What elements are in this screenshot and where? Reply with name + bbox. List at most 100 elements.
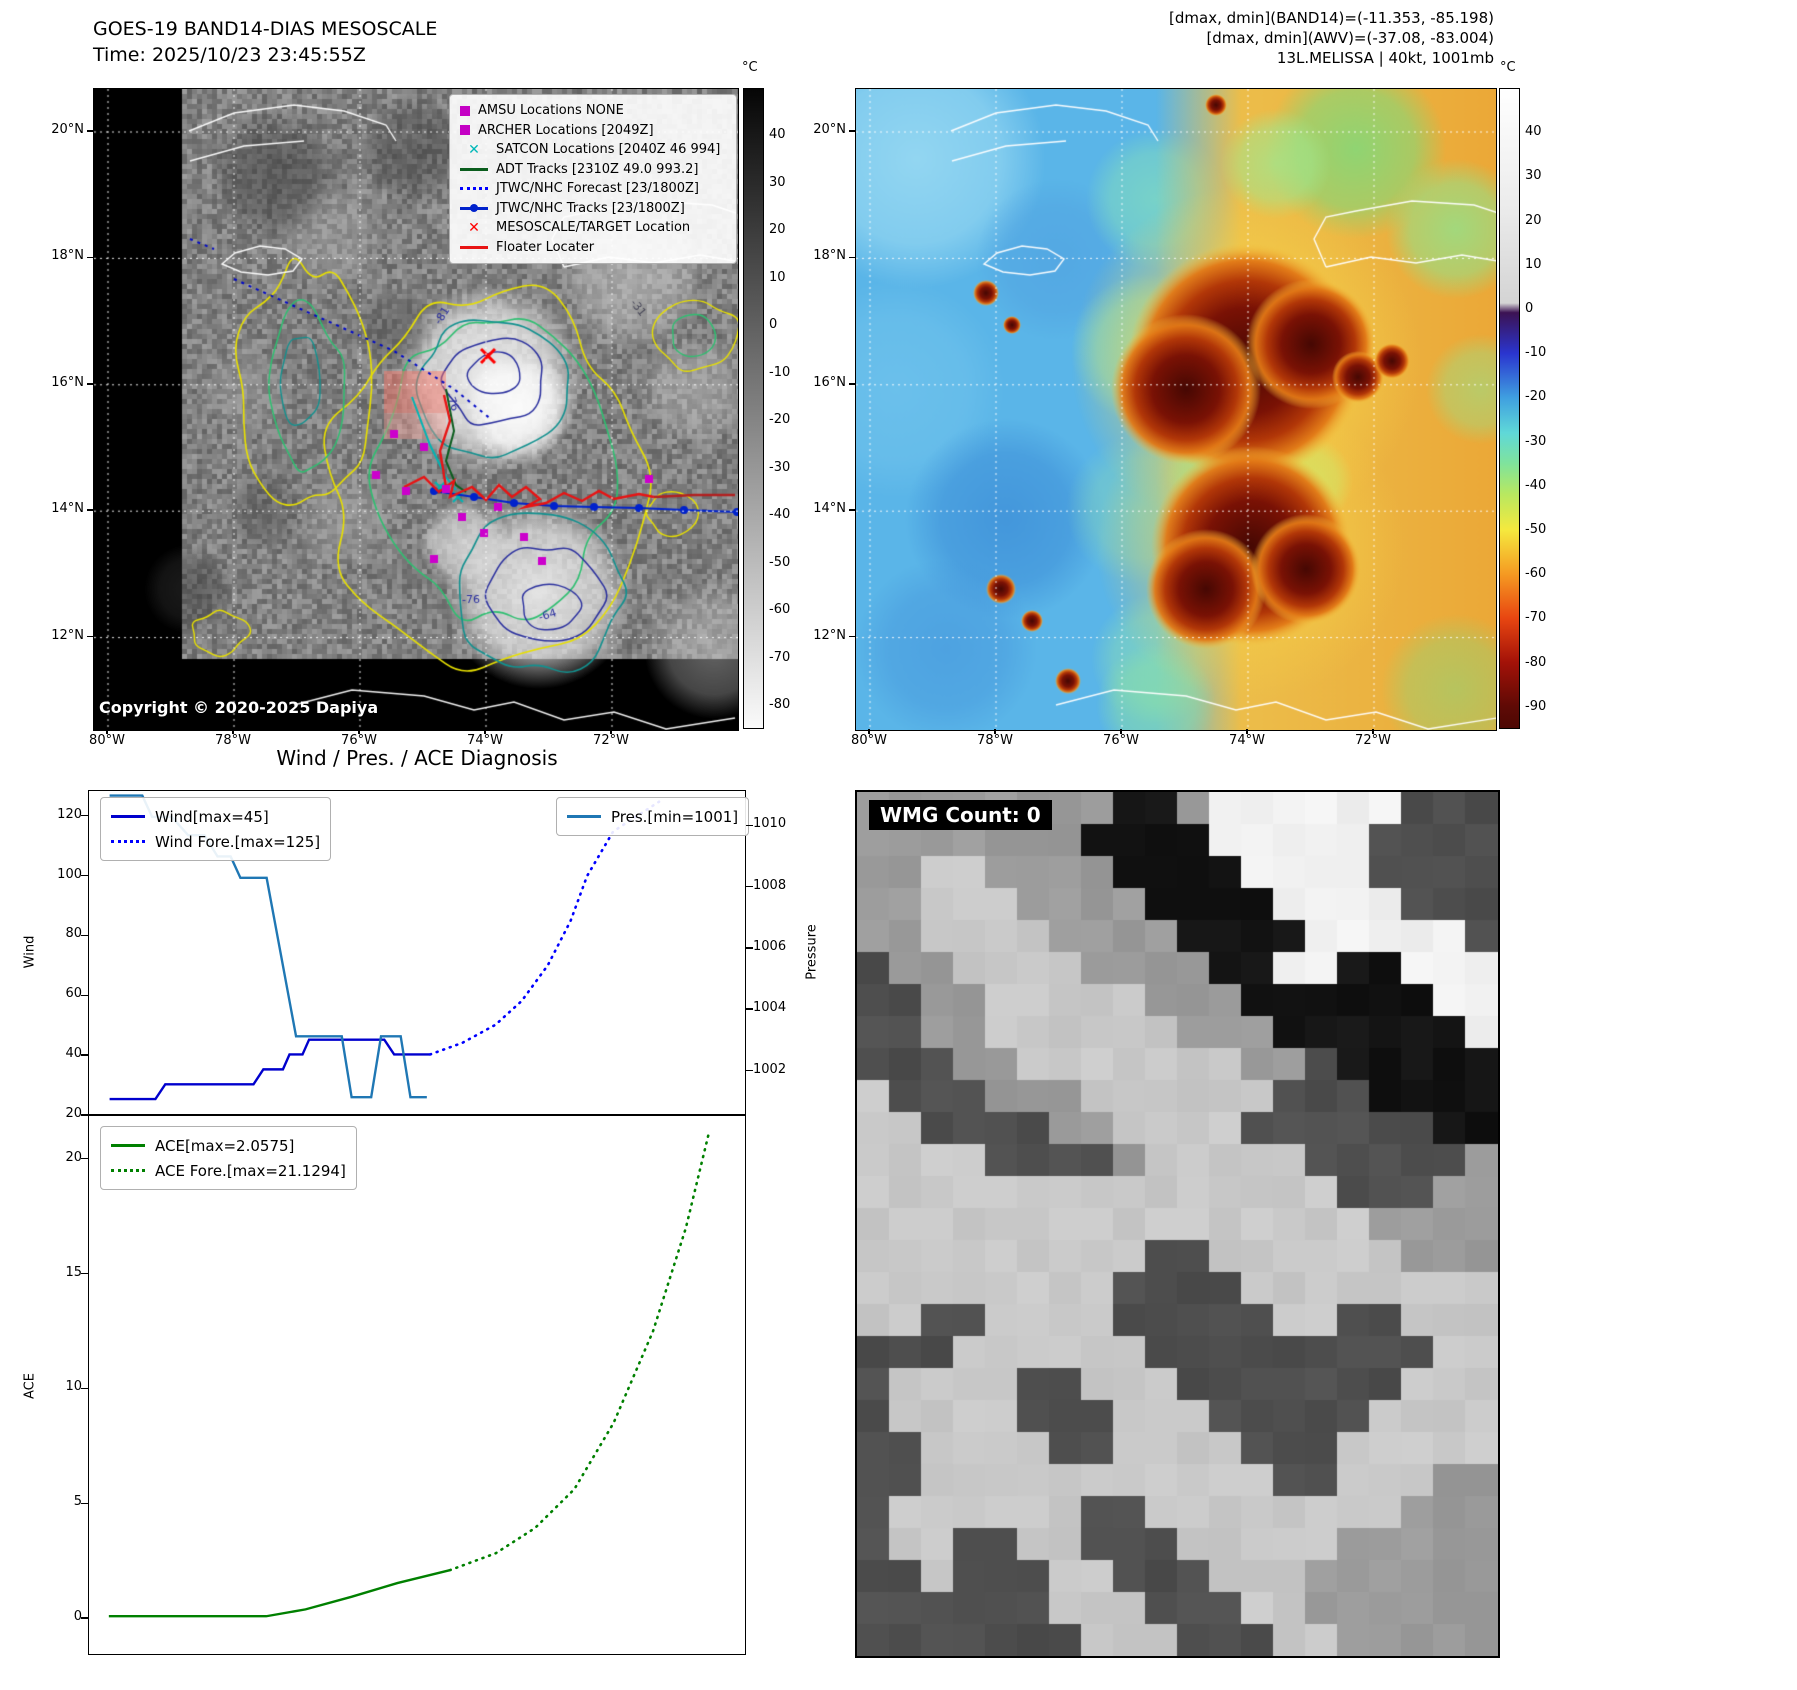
legend-marker-dotted (460, 187, 488, 191)
goes-x-tick: 76°W (341, 733, 377, 748)
goes-cb-tick: -60 (769, 602, 791, 618)
goes-y-tick: 16°N (51, 374, 84, 390)
wind-axis-label: Wind (22, 935, 38, 969)
awv-x-tickmark (868, 729, 870, 734)
pressure-y-tickmark (746, 824, 753, 826)
series-ACE[max=2.0575] (108, 1569, 451, 1618)
awv-x-tickmark (1372, 729, 1374, 734)
goes-cb-tick: -30 (769, 459, 791, 475)
goes-x-tickmark (106, 729, 108, 734)
ace-chart-legend: ACE[max=2.0575] ACE Fore.[max=21.1294] (100, 1126, 357, 1190)
goes-y-tickmark (87, 130, 93, 132)
ace-y-tickmark (81, 1617, 88, 1619)
pressure-y-tickmark (746, 1069, 753, 1072)
goes-y-tick: 12°N (51, 627, 84, 643)
pressure-axis-label: Pressure (804, 924, 820, 980)
awv-y-tickmark (849, 383, 855, 385)
awv-x-tick: 72°W (1355, 733, 1391, 748)
awv-header: [dmax, dmin](BAND14)=(-11.353, -85.198) … (1094, 8, 1494, 68)
legend-marker-dotted (111, 1169, 145, 1172)
awv-cb-tick: 30 (1525, 168, 1542, 184)
legend-marker-dotted (111, 840, 145, 843)
legend-marker-square (460, 105, 470, 116)
goes-cb-tick: -50 (769, 554, 791, 570)
wind-y-tickmark (81, 1114, 88, 1116)
goes-x-tickmark (610, 729, 612, 734)
awv-cb-tick: -60 (1525, 566, 1547, 582)
goes-y-tick: 18°N (51, 248, 84, 264)
series-ACE Fore.[max=21.1294] (448, 1132, 711, 1572)
ace-y-tickmark (81, 1157, 88, 1160)
goes-cb-tick: -70 (769, 649, 791, 665)
legend-item: ACE Fore.[max=21.1294] (111, 1158, 346, 1183)
awv-cb-tick: -80 (1525, 654, 1547, 670)
legend-marker-line (111, 1144, 145, 1147)
legend-marker-line (111, 815, 145, 818)
legend-marker-x: ✕ (468, 219, 480, 236)
legend-item-label: AMSU Locations NONE (478, 103, 624, 119)
chart-title: Wind / Pres. / ACE Diagnosis (276, 746, 558, 770)
goes-x-tickmark (232, 729, 234, 734)
ace-y-tick: 5 (73, 1494, 82, 1510)
awv-y-tick: 14°N (813, 501, 846, 517)
wind-y-tick: 100 (57, 866, 82, 882)
legend-marker-line (460, 167, 488, 171)
wind-y-tick: 80 (65, 926, 82, 942)
goes-cb-tick: 0 (769, 317, 778, 333)
goes-x-tick: 72°W (593, 733, 629, 748)
legend-item-label: MESOSCALE/TARGET Location (496, 220, 691, 236)
series-Wind[max=45] (109, 1038, 431, 1101)
pressure-y-tickmark (746, 1008, 753, 1010)
ace-y-tick: 10 (65, 1379, 82, 1395)
awv-cb-tick: 10 (1525, 256, 1542, 272)
ace-y-tickmark (81, 1387, 88, 1390)
legend-marker-line (460, 245, 488, 249)
legend-marker-square (460, 125, 470, 136)
legend-item: ADT Tracks [2310Z 49.0 993.2] (460, 160, 726, 180)
awv-cb-tick: -90 (1525, 698, 1547, 714)
legend-item-label: Pres.[min=1001] (611, 807, 739, 826)
awv-x-tickmark (1120, 729, 1122, 734)
ace-y-tick: 15 (65, 1264, 82, 1280)
ace-y-tick: 20 (65, 1149, 82, 1165)
legend-item: ARCHER Locations [2049Z] (460, 121, 726, 141)
awv-x-tick: 78°W (977, 733, 1013, 748)
awv-cb-tick: 0 (1525, 301, 1534, 317)
goes-cb-tick: -20 (769, 412, 791, 428)
wind-y-tickmark (81, 874, 88, 877)
legend-marker-linedot (460, 204, 488, 213)
awv-y-tick: 18°N (813, 248, 846, 264)
wmg-count-label: WMG Count: 0 (869, 800, 1052, 830)
awv-header-line1: [dmax, dmin](BAND14)=(-11.353, -85.198) (1169, 9, 1494, 27)
wind-chart-legend: Wind[max=45] Wind Fore.[max=125] (100, 797, 332, 861)
pressure-y-tick: 1010 (753, 816, 787, 832)
ace-axis-label: ACE (22, 1373, 38, 1399)
awv-cb-tick: -70 (1525, 610, 1547, 626)
legend-item-label: Floater Locater (496, 239, 595, 255)
goes-x-tickmark (484, 729, 486, 734)
ace-y-tickmark (81, 1502, 88, 1505)
legend-item: AMSU Locations NONE (460, 101, 726, 121)
legend-item-label: Wind Fore.[max=125] (155, 832, 321, 851)
goes-x-tick: 78°W (215, 733, 251, 748)
goes-cb-tick: 10 (769, 269, 786, 285)
wind-y-tickmark (81, 1054, 88, 1056)
legend-item-label: ACE[max=2.0575] (155, 1136, 295, 1155)
goes-cb-tick: 40 (769, 127, 786, 143)
pressure-y-tickmark (746, 947, 753, 949)
goes-y-tick: 14°N (51, 501, 84, 517)
wmg-pixel-map (857, 792, 1498, 1656)
awv-cb-tick: -10 (1525, 345, 1547, 361)
legend-item: JTWC/NHC Tracks [23/1800Z] (460, 199, 726, 219)
goes-y-tickmark (87, 383, 93, 385)
ace-chart (88, 1115, 746, 1655)
legend-item-label: ARCHER Locations [2049Z] (478, 122, 654, 138)
legend-item-label: Wind[max=45] (155, 807, 269, 826)
legend-item-label: ACE Fore.[max=21.1294] (155, 1161, 346, 1180)
wind-y-tick: 120 (57, 806, 82, 822)
goes-cb-tick: 20 (769, 222, 786, 238)
goes-y-tick: 20°N (51, 122, 84, 137)
awv-y-tickmark (849, 509, 855, 511)
legend-item: ✕ MESOSCALE/TARGET Location (460, 218, 726, 238)
